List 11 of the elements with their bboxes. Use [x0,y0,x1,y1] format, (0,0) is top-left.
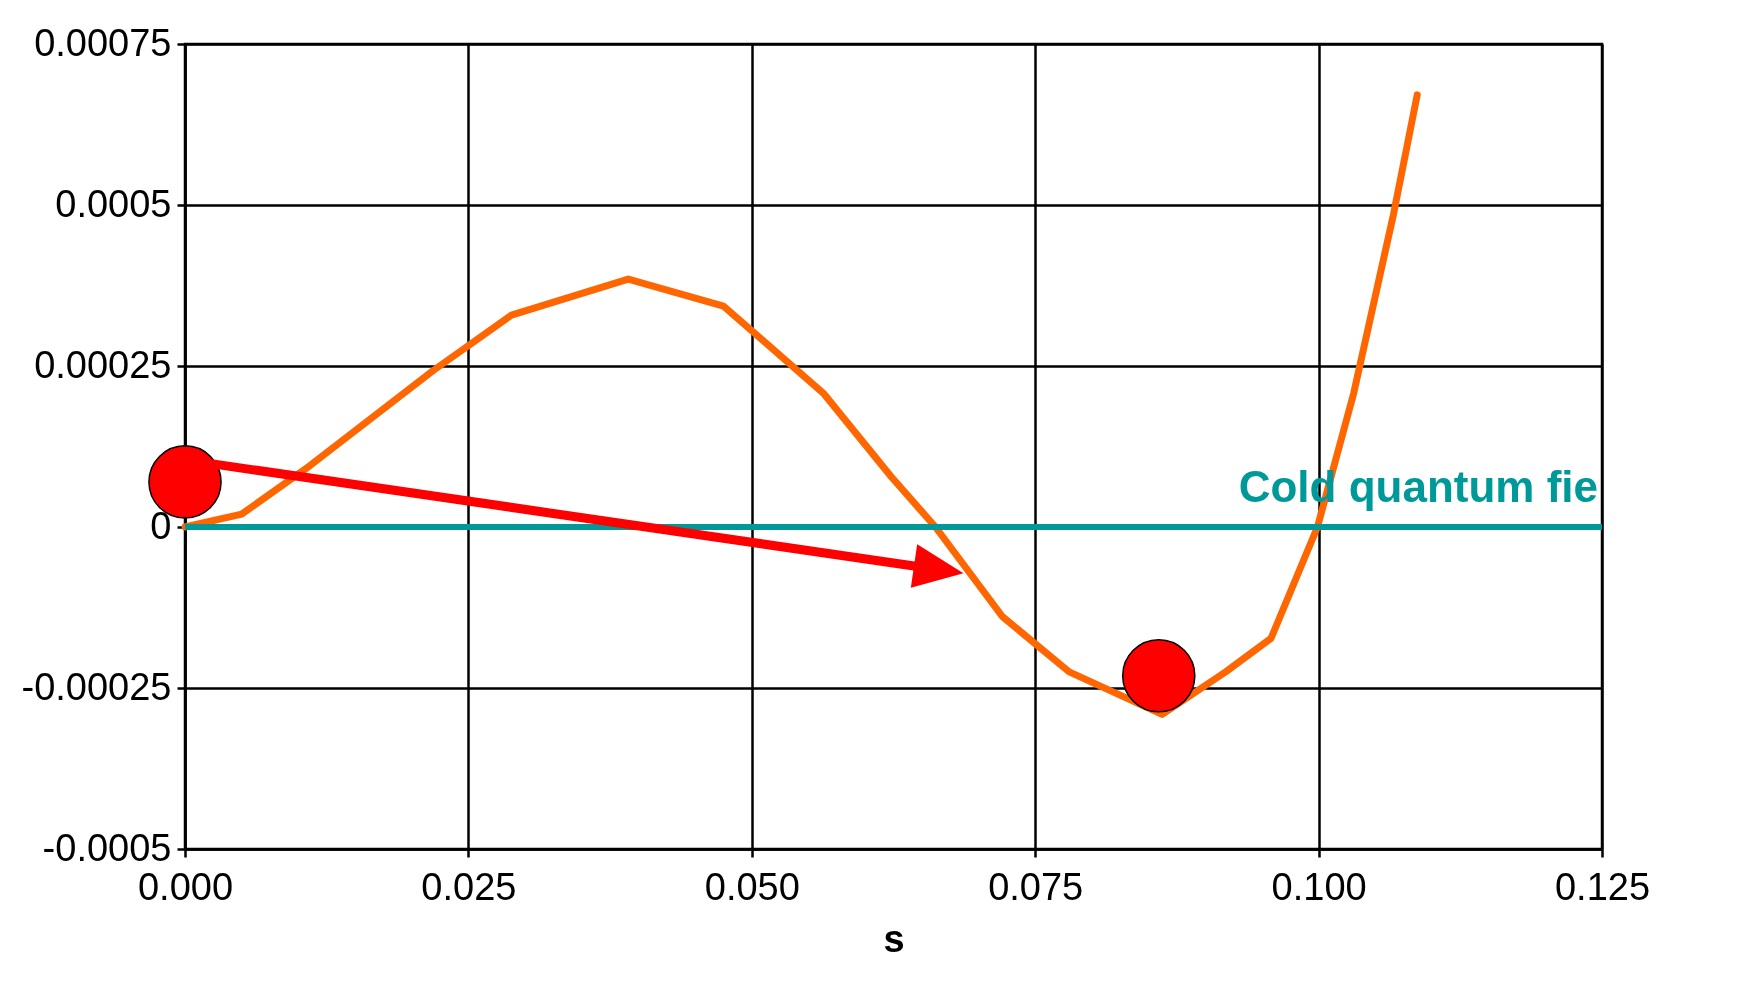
x-tick-label: 0.125 [1554,865,1651,908]
y-tick-label: 0.00075 [34,21,172,64]
y-tick-label: 0.00025 [34,343,172,386]
x-tick-label: 0.075 [988,865,1084,908]
y-tick-label: 0 [150,504,172,547]
x-tick-label: 0.050 [704,865,800,908]
x-tick-label: 0.100 [1271,865,1367,908]
x-axis-title: s [883,917,905,960]
y-tick-label: -0.00025 [21,665,172,708]
y-tick-label: 0.0005 [55,182,172,225]
x-tick-label: 0.025 [421,865,517,908]
